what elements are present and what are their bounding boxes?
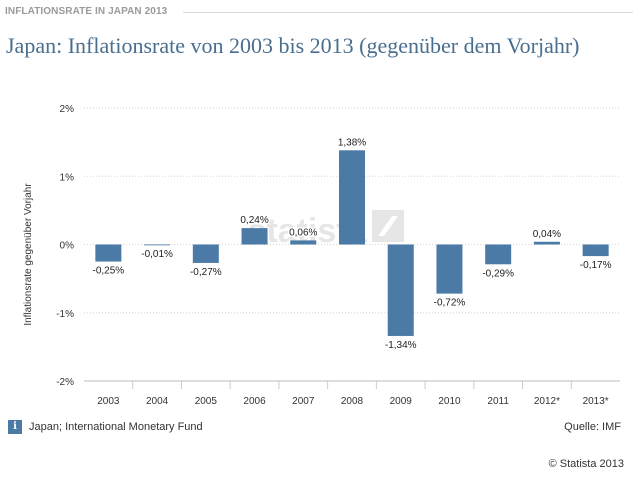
x-tick-label: 2006	[243, 396, 266, 407]
bar[interactable]	[436, 244, 463, 294]
data-label: -0,25%	[93, 266, 125, 277]
header-divider	[183, 12, 633, 13]
data-label: 0,06%	[289, 227, 317, 238]
x-tick-label: 2009	[390, 396, 413, 407]
data-label: 0,24%	[240, 215, 268, 226]
x-tick-label: 2003	[97, 396, 120, 407]
data-label: -1,34%	[385, 340, 417, 351]
bar[interactable]	[290, 240, 317, 245]
bar[interactable]	[387, 244, 414, 336]
bar[interactable]	[144, 244, 171, 246]
copyright: © Statista 2013	[548, 458, 624, 470]
y-tick-label: 2%	[60, 104, 75, 115]
x-tick-label: 2012*	[534, 396, 560, 407]
data-label: 0,04%	[533, 229, 561, 240]
data-label: 1,38%	[338, 137, 366, 148]
x-tick-label: 2004	[146, 396, 169, 407]
x-tick-label: 2013*	[583, 396, 609, 407]
y-tick-label: 1%	[60, 172, 75, 183]
x-tick-label: 2010	[438, 396, 461, 407]
x-tick-label: 2011	[487, 396, 509, 407]
y-tick-label: -1%	[56, 309, 74, 320]
bar[interactable]	[485, 244, 512, 265]
data-label: -0,72%	[434, 298, 466, 309]
y-tick-label: -2%	[56, 377, 74, 388]
bar[interactable]	[241, 228, 268, 245]
watermark-logo-stripe	[378, 216, 398, 236]
data-label: -0,29%	[482, 268, 514, 279]
bar[interactable]	[533, 241, 560, 245]
source-note-text: Japan; International Monetary Fund	[29, 421, 203, 433]
data-label: -0,27%	[190, 267, 222, 278]
bar[interactable]	[582, 244, 609, 257]
x-tick-label: 2005	[195, 396, 218, 407]
x-tick-label: 2008	[341, 396, 364, 407]
header-label: INFLATIONSRATE IN JAPAN 2013	[5, 6, 168, 17]
data-label: -0,17%	[580, 260, 612, 271]
chart-title: Japan: Inflationsrate von 2003 bis 2013 …	[6, 33, 580, 58]
bar[interactable]	[339, 150, 365, 245]
source-note: i Japan; International Monetary Fund	[8, 420, 203, 434]
y-axis-title: Inflationsrate gegenüber Vorjahr	[23, 183, 34, 326]
x-tick-label: 2007	[292, 396, 315, 407]
data-label: -0,01%	[141, 249, 173, 260]
bar[interactable]	[95, 244, 122, 262]
bar[interactable]	[192, 244, 219, 263]
info-icon[interactable]: i	[8, 420, 22, 434]
y-tick-label: 0%	[60, 241, 75, 252]
source-label: Quelle: IMF	[564, 421, 621, 433]
